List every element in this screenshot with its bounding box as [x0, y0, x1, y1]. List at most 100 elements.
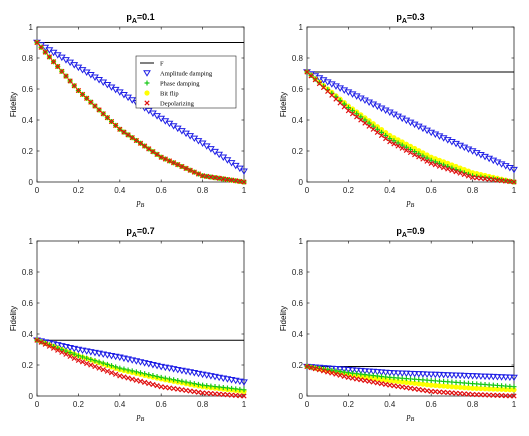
legend-label: Amplitude damping [160, 71, 213, 78]
amplitude-damping-point [103, 352, 112, 359]
legend-amplitude-damping-marker [143, 70, 151, 77]
legend-label: Depolarizing [160, 101, 195, 108]
depolarizing-point [465, 173, 472, 179]
phase-damping-point [416, 151, 422, 157]
legend-label: Phase damping [160, 81, 200, 88]
phase-damping-point [403, 144, 409, 150]
bit-flip-point [478, 385, 484, 392]
bit-flip-point [412, 145, 418, 152]
phase-damping-point [358, 114, 364, 120]
amplitude-damping-point [336, 366, 345, 373]
bit-flip-point [465, 168, 472, 174]
amplitude-damping-point [414, 371, 423, 378]
depolarizing-point [304, 69, 310, 75]
phase-damping-point [354, 111, 360, 117]
x-tick-label: 0 [305, 400, 310, 409]
y-tick-label: 0.8 [22, 268, 34, 277]
phase-damping-point [129, 368, 135, 374]
bit-flip-point [391, 378, 397, 384]
x-tick-label: 0.4 [384, 400, 396, 409]
depolarizing-point [104, 368, 111, 374]
depolarizing-point [208, 390, 214, 397]
depolarizing-point [50, 59, 57, 65]
phase-damping-point [511, 384, 517, 390]
amplitude-damping-point [472, 373, 481, 380]
depolarizing-point [320, 84, 327, 91]
y-axis-label: Fidelity [279, 92, 288, 117]
depolarizing-point [445, 389, 451, 396]
depolarizing-point [395, 143, 401, 149]
depolarizing-point [233, 392, 239, 399]
depolarizing-point [63, 73, 69, 79]
bit-flip-point [436, 383, 443, 389]
chart-panel-3: 0 0.2 0.4 0.6 0.8 1 0 0.2 0.4 0.6 0.8 1 pA=0.7 Fideli… [9, 226, 248, 423]
depolarizing-point [150, 381, 156, 388]
phase-damping-point [350, 108, 356, 114]
amplitude-damping-point [235, 378, 244, 386]
y-tick-label: 0.2 [292, 361, 304, 370]
legend-depolarizing-marker [144, 100, 150, 106]
bit-flip-point [403, 141, 409, 147]
series-depolarizing [304, 69, 517, 185]
depolarizing-point [374, 129, 381, 136]
x-tick-label: 0.2 [73, 400, 85, 409]
depolarizing-point [166, 158, 173, 164]
depolarizing-point [503, 393, 509, 399]
depolarizing-point [146, 146, 152, 152]
chart-title: pA=0.7 [126, 226, 154, 239]
x-tick-label: 0.8 [197, 186, 209, 195]
depolarizing-point [420, 387, 426, 393]
amplitude-damping-point [74, 346, 83, 354]
bit-flip-point [428, 154, 434, 160]
y-tick-label: 0.4 [22, 116, 34, 125]
depolarizing-point [383, 135, 389, 142]
x-tick-label: 1 [242, 186, 247, 195]
depolarizing-point [212, 391, 218, 397]
amplitude-damping-point [460, 372, 469, 380]
amplitude-damping-point [377, 369, 386, 376]
y-tick-label: 1 [29, 23, 34, 32]
amplitude-damping-point [493, 374, 502, 381]
depolarizing-point [312, 366, 318, 372]
phase-damping-point [424, 155, 430, 161]
depolarizing-point [38, 44, 44, 50]
depolarizing-point [71, 355, 77, 361]
legend-label: Bit flip [160, 91, 179, 98]
amplitude-damping-point [485, 373, 494, 381]
phase-damping-point [374, 126, 380, 132]
depolarizing-point [125, 375, 131, 381]
depolarizing-point [34, 337, 40, 343]
bit-flip-point [374, 124, 380, 130]
y-tick-label: 0.8 [22, 54, 34, 63]
depolarizing-point [79, 91, 86, 98]
depolarizing-point [461, 171, 467, 178]
depolarizing-point [403, 147, 409, 154]
depolarizing-point [341, 104, 347, 110]
depolarizing-point [104, 115, 111, 121]
bit-flip-point [470, 170, 476, 176]
bit-flip-point [424, 382, 430, 388]
y-tick-label: 0 [29, 392, 34, 401]
phase-damping-point [195, 381, 201, 387]
amplitude-damping-point [240, 168, 248, 175]
bit-flip-point [474, 171, 480, 177]
depolarizing-point [34, 39, 40, 46]
depolarizing-point [195, 389, 202, 395]
amplitude-damping-point [202, 372, 211, 379]
depolarizing-point [88, 99, 94, 105]
chart-panel-4: 0 0.2 0.4 0.6 0.8 1 0 0.2 0.4 0.6 0.8 1 pA=0.9 Fideli… [279, 226, 518, 423]
depolarizing-point [158, 154, 164, 160]
chart-title: pA=0.9 [396, 226, 424, 239]
depolarizing-point [420, 156, 426, 162]
depolarizing-point [142, 143, 148, 149]
amplitude-damping-point [157, 363, 166, 371]
bit-flip-point [486, 386, 492, 392]
legend: F Amplitude damping Phase damping Bit flip D… [135, 55, 237, 109]
phase-damping-point [121, 366, 127, 372]
y-tick-label: 0 [29, 178, 34, 187]
bit-flip-point [482, 386, 488, 392]
depolarizing-point [358, 117, 364, 123]
legend-phase-damping-marker [144, 80, 150, 86]
amplitude-damping-point [398, 370, 407, 377]
depolarizing-point [59, 68, 65, 74]
